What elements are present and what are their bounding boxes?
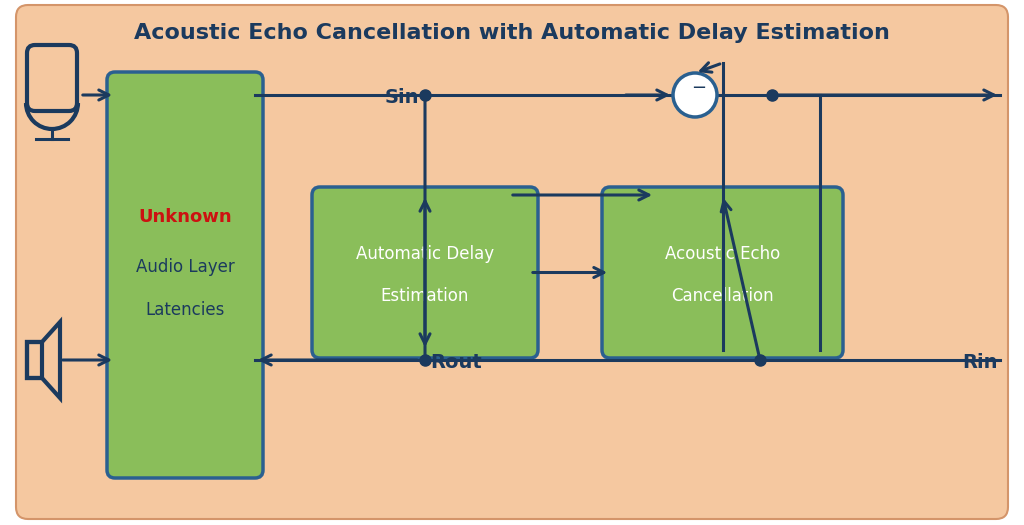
Circle shape: [673, 73, 717, 117]
Text: Rout: Rout: [430, 353, 481, 372]
Text: Estimation: Estimation: [381, 287, 469, 304]
Text: −: −: [691, 79, 707, 97]
Text: Cancellation: Cancellation: [671, 287, 774, 304]
Text: Rin: Rin: [963, 353, 998, 372]
FancyBboxPatch shape: [602, 187, 843, 358]
Text: Sin: Sin: [385, 88, 420, 107]
Text: Unknown: Unknown: [138, 207, 231, 226]
FancyBboxPatch shape: [312, 187, 538, 358]
Text: Automatic Delay: Automatic Delay: [356, 245, 494, 263]
Text: Latencies: Latencies: [145, 301, 224, 319]
Text: Acoustic Echo: Acoustic Echo: [665, 245, 780, 263]
Text: Acoustic Echo Cancellation with Automatic Delay Estimation: Acoustic Echo Cancellation with Automati…: [134, 23, 890, 43]
FancyBboxPatch shape: [16, 5, 1008, 519]
FancyBboxPatch shape: [106, 72, 263, 478]
Text: Audio Layer: Audio Layer: [135, 258, 234, 276]
